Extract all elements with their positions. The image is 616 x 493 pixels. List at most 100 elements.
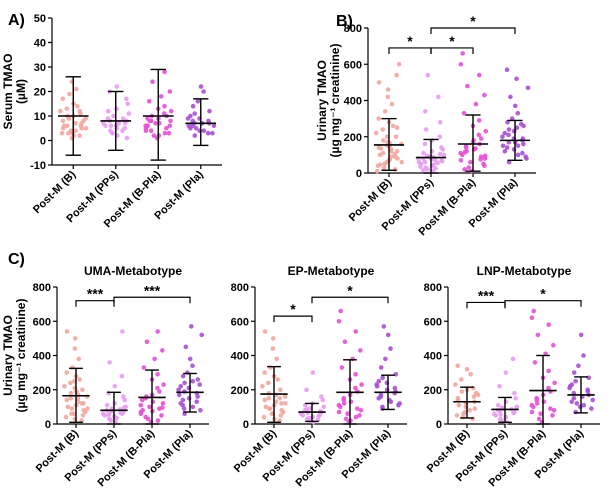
y-tick-label: 10: [34, 111, 46, 123]
data-point: [514, 76, 519, 82]
data-point: [520, 150, 525, 156]
data-point: [538, 411, 543, 417]
data-point: [119, 373, 125, 379]
data-point: [473, 390, 479, 396]
data-point: [506, 127, 512, 132]
data-point: [148, 128, 154, 133]
y-tick-label: 600: [424, 316, 442, 328]
y-tick-label: 0: [243, 419, 249, 431]
y-axis-label: Serum TMAO: [1, 53, 15, 129]
data-point: [178, 384, 184, 389]
data-point: [468, 159, 473, 165]
data-point: [58, 108, 63, 114]
data-point: [321, 404, 327, 410]
data-point: [353, 385, 358, 391]
data-point: [273, 399, 279, 405]
data-point: [180, 373, 186, 379]
data-point: [358, 348, 363, 353]
data-point: [459, 377, 464, 382]
data-point: [359, 382, 364, 387]
data-point: [166, 130, 172, 136]
data-point: [505, 120, 510, 125]
significance-label: *: [470, 13, 476, 29]
data-point: [78, 123, 84, 129]
data-point: [472, 406, 478, 411]
data-point: [437, 134, 443, 140]
significance-label: *: [540, 286, 546, 302]
data-point: [458, 158, 464, 163]
data-point: [382, 109, 388, 114]
data-point: [384, 387, 390, 393]
significance-label: *: [407, 33, 413, 49]
data-point: [422, 141, 428, 147]
data-point: [358, 408, 364, 413]
data-point: [586, 375, 592, 381]
data-point: [112, 384, 118, 389]
y-tick-label: 0: [45, 419, 51, 431]
data-point: [176, 387, 181, 393]
data-point: [190, 378, 195, 384]
data-point: [399, 159, 405, 165]
data-point: [385, 87, 391, 92]
significance-bracket: [113, 296, 191, 304]
data-point: [514, 404, 519, 410]
data-point: [207, 108, 212, 114]
y-axis-label: Urinary TMAO: [1, 315, 15, 396]
data-point: [467, 408, 473, 413]
data-point: [350, 356, 355, 362]
data-point: [546, 322, 551, 328]
data-point: [66, 130, 71, 136]
data-point: [383, 356, 388, 362]
data-point: [421, 150, 426, 156]
data-point: [394, 125, 400, 130]
y-tick-label: 200: [33, 385, 51, 397]
y-tick-label: 200: [344, 132, 362, 144]
data-point: [336, 319, 342, 324]
data-point: [160, 348, 165, 353]
data-point: [190, 404, 196, 410]
data-point: [482, 163, 487, 169]
data-point: [576, 363, 581, 369]
data-point: [180, 397, 186, 403]
data-point: [192, 133, 198, 138]
data-point: [378, 365, 384, 370]
data-point: [392, 385, 398, 391]
data-point: [150, 79, 155, 84]
data-point: [125, 101, 130, 107]
data-point: [68, 390, 74, 396]
data-point: [502, 149, 508, 154]
data-point: [77, 108, 82, 114]
data-point: [106, 412, 112, 417]
data-point: [72, 336, 78, 341]
data-point: [66, 116, 72, 121]
data-point: [138, 402, 144, 408]
data-point: [476, 118, 482, 123]
data-point: [155, 329, 160, 334]
data-point: [392, 151, 398, 157]
data-point: [441, 152, 447, 158]
data-point: [416, 159, 422, 165]
y-tick-label: 20: [34, 87, 46, 99]
data-point: [60, 96, 66, 102]
data-point: [188, 113, 193, 119]
data-point: [183, 344, 189, 350]
data-point: [460, 51, 466, 56]
y-axis-label: (µg mg⁻¹ creatinine): [14, 299, 28, 413]
data-point: [500, 134, 505, 140]
data-point: [104, 402, 110, 408]
data-point: [431, 162, 436, 168]
data-point: [73, 121, 78, 126]
data-point: [194, 399, 199, 405]
y-tick-label: -10: [30, 160, 46, 172]
data-point: [319, 394, 324, 399]
data-point: [373, 130, 379, 136]
data-point: [277, 396, 283, 401]
data-point: [68, 380, 73, 386]
y-tick-label: 30: [34, 62, 46, 74]
significance-bracket: [311, 296, 389, 304]
data-point: [189, 324, 194, 329]
data-point: [495, 402, 501, 408]
